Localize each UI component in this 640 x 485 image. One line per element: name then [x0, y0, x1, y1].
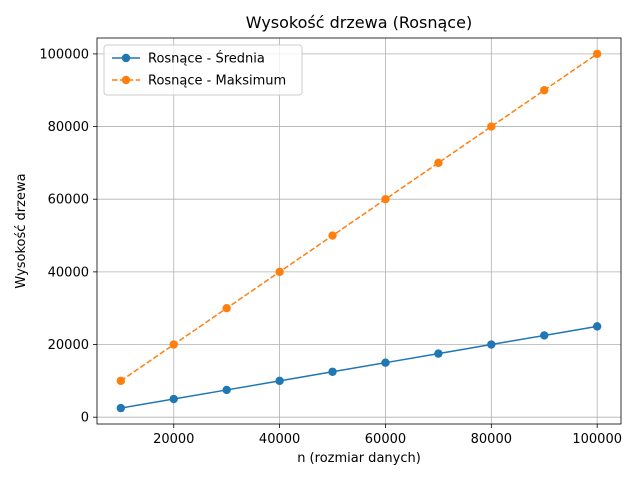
series-1 — [116, 322, 602, 413]
data-point — [434, 349, 443, 358]
data-point — [116, 403, 126, 413]
x-tick-label: 40000 — [259, 432, 300, 447]
data-point — [381, 195, 390, 204]
y-axis-label: Wysokość drzewa — [14, 173, 29, 288]
x-tick-label: 60000 — [365, 432, 406, 447]
legend-marker — [121, 53, 131, 63]
series-line — [120, 53, 598, 382]
data-point — [169, 340, 178, 349]
data-point — [381, 358, 390, 367]
x-tick-label: 100000 — [572, 432, 622, 447]
legend-marker — [121, 75, 131, 85]
data-point — [116, 376, 126, 386]
data-point — [540, 331, 549, 340]
grid — [97, 38, 621, 424]
y-tick-label: 0 — [81, 411, 89, 426]
data-point — [169, 394, 178, 404]
data-point — [592, 322, 602, 331]
series-group — [116, 49, 602, 413]
y-tick-label: 100000 — [39, 47, 89, 62]
legend-item: Rosnące - Maksimum — [112, 74, 286, 89]
data-point — [328, 367, 337, 376]
legend-label: Rosnące - Średnia — [148, 51, 265, 67]
data-point — [434, 158, 443, 168]
y-tick-label: 40000 — [48, 265, 89, 280]
data-point — [222, 304, 231, 313]
legend-item: Rosnące - Średnia — [112, 51, 265, 67]
series-2 — [116, 49, 602, 386]
x-tick-label: 80000 — [471, 432, 512, 447]
legend-label: Rosnące - Maksimum — [148, 74, 286, 89]
data-point — [222, 385, 231, 395]
data-point — [487, 122, 496, 131]
data-point — [592, 49, 602, 59]
x-tick-label: 20000 — [153, 432, 194, 447]
chart-title: Wysokość drzewa (Rosnące) — [246, 13, 472, 32]
ticks: 20000 40000 60000 80000 100000 0 20000 40000 600… — [39, 47, 622, 447]
data-point — [540, 86, 549, 95]
y-tick-label: 20000 — [48, 338, 89, 353]
y-tick-label: 60000 — [48, 193, 89, 208]
data-point — [328, 231, 337, 240]
data-point — [275, 376, 284, 386]
x-axis-label: n (rozmiar danych) — [297, 451, 421, 466]
data-point — [275, 267, 284, 277]
y-tick-label: 80000 — [48, 120, 89, 135]
legend-box — [103, 44, 303, 96]
series-line — [120, 325, 598, 409]
data-point — [487, 340, 496, 349]
plot-frame — [96, 37, 622, 425]
legend: Rosnące - Średnia Rosnące - Maksimum — [103, 44, 303, 96]
